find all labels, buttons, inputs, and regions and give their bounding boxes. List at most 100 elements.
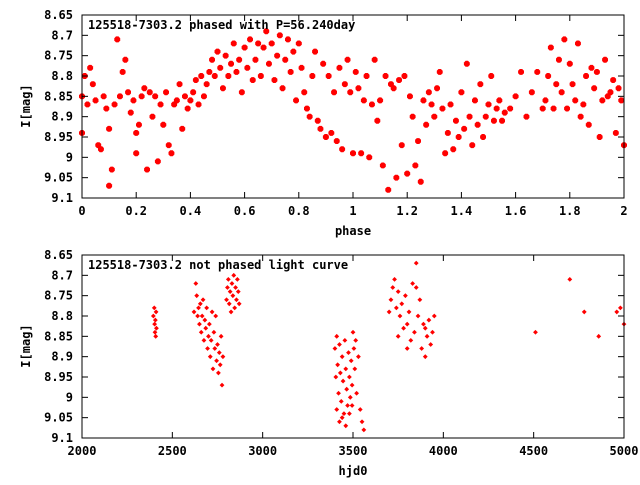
phased-data-point (472, 97, 478, 104)
phased-data-point (407, 93, 413, 100)
phased-data-point (125, 89, 131, 96)
phased-data-point (190, 89, 197, 96)
phased-data-point (369, 101, 375, 108)
phased-data-point (558, 89, 565, 96)
unphased-data-point (213, 313, 219, 319)
phased-data-point (512, 93, 519, 100)
phased-data-point (501, 109, 508, 116)
phased-data-point (271, 77, 278, 83)
unphased-data-point (410, 281, 416, 286)
phased-data-point (499, 117, 505, 124)
phased-data-point (285, 36, 291, 43)
unphased-data-point (209, 309, 215, 315)
unphased-data-point (231, 272, 237, 278)
phased-data-point (344, 56, 351, 63)
phased-y-tick-label: 8.75 (44, 49, 73, 63)
phased-data-point (130, 97, 137, 104)
phased-data-point (217, 64, 224, 71)
phased-data-point (317, 125, 324, 132)
unphased-data-point (353, 338, 359, 343)
phased-data-point (220, 85, 226, 92)
unphased-data-point (217, 362, 223, 368)
phased-data-point (138, 93, 145, 100)
phased-data-point (214, 48, 221, 55)
phased-x-tick-label: 2 (620, 204, 627, 218)
unphased-data-point (581, 309, 587, 315)
unphased-data-point (413, 285, 419, 290)
unphased-data-point (205, 346, 210, 351)
unphased-data-point (206, 333, 211, 339)
unphased-x-tick-label: 3000 (248, 444, 277, 458)
phased-data-point (461, 125, 468, 132)
phased-data-point (274, 52, 281, 59)
phased-data-point (84, 101, 91, 108)
unphased-y-tick-label: 8.75 (44, 289, 73, 303)
unphased-data-point (151, 305, 157, 311)
phased-data-point (458, 89, 465, 96)
phased-data-point (282, 56, 289, 63)
phased-data-point (607, 89, 614, 96)
phased-data-point (203, 81, 210, 88)
unphased-data-point (228, 309, 234, 315)
unphased-data-point (200, 297, 206, 303)
unphased-data-point (210, 366, 216, 372)
unphased-data-point (404, 321, 410, 327)
unphased-data-point (344, 386, 350, 392)
phased-data-point (209, 56, 215, 63)
phased-data-point (401, 73, 408, 79)
phased-data-point (550, 105, 557, 112)
unphased-data-point (150, 313, 156, 319)
unphased-data-point (337, 370, 343, 376)
phased-data-point (491, 117, 497, 124)
unphased-data-point (225, 277, 231, 282)
unphased-data-point (343, 423, 349, 429)
unphased-data-point (596, 333, 602, 339)
phased-data-point (184, 105, 191, 112)
phased-x-tick-label: 0.8 (288, 204, 310, 218)
phased-data-point (534, 69, 541, 75)
phased-data-point (241, 44, 248, 51)
phased-data-point (238, 89, 245, 96)
phased-data-point (298, 64, 305, 71)
phased-plot-title: 125518-7303.2 phased with P=56.240day (88, 18, 355, 32)
unphased-data-point (218, 333, 224, 339)
phased-data-point (547, 44, 554, 51)
unphased-data-point (224, 297, 229, 303)
phased-data-point (425, 89, 432, 96)
phased-data-point (309, 73, 316, 79)
phased-x-tick-label: 0.2 (125, 204, 147, 218)
unphased-data-point (419, 346, 425, 351)
unphased-data-point (235, 289, 241, 294)
phased-data-point (127, 109, 134, 116)
unphased-data-point (392, 277, 397, 282)
unphased-data-point (332, 346, 338, 351)
phased-data-point (165, 142, 172, 149)
unphased-data-point (227, 289, 233, 294)
phased-data-point (585, 121, 592, 128)
phased-data-point (114, 36, 121, 43)
phased-data-point (154, 158, 161, 165)
unphased-x-tick-label: 5000 (610, 444, 639, 458)
phased-data-point (455, 134, 462, 140)
unphased-y-axis-label: I[mag] (19, 324, 33, 367)
unphased-y-tick-label: 9.1 (51, 431, 73, 445)
unphased-data-point (211, 329, 217, 335)
phased-data-point (211, 73, 218, 79)
unphased-data-point (343, 366, 349, 372)
phased-data-point (268, 40, 275, 47)
phased-plot: 0 0.2 0.4 0.6 0.8 1 1.2 1.4 1.6 1.8 2 8.65 8.7 8.75 8.… (19, 8, 628, 238)
phased-data-point (100, 93, 107, 100)
phased-data-point (347, 89, 354, 96)
phased-data-point (591, 85, 598, 92)
phased-x-tick-label: 0 (78, 204, 85, 218)
phased-data-point (336, 64, 343, 71)
phased-data-point (610, 77, 617, 83)
phased-data-point (149, 113, 156, 120)
phased-data-point (301, 89, 308, 96)
unphased-data-point (203, 325, 209, 331)
unphased-data-point (345, 403, 350, 408)
phased-x-tick-label: 1.6 (505, 204, 527, 218)
phased-data-point (87, 64, 94, 71)
phased-y-axis-label: I[mag] (19, 84, 33, 127)
